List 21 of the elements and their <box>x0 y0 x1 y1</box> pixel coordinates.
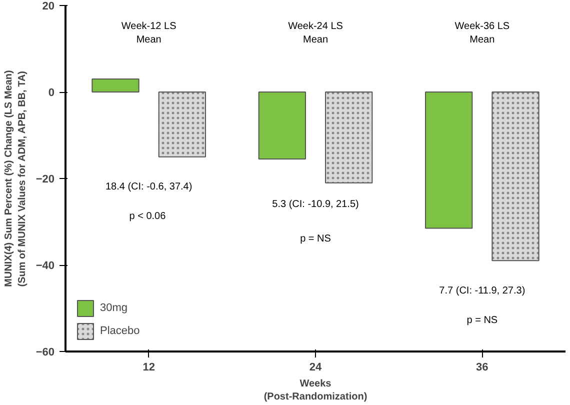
x-axis-title: Weeks (Post-Randomization) <box>264 378 368 403</box>
legend-label: 30mg <box>100 302 128 314</box>
y-tick-label: −40 <box>36 260 55 272</box>
annotation: p = NS <box>466 314 498 326</box>
annotation: 5.3 (CI: -10.9, 21.5) <box>272 198 359 210</box>
y-axis-title: MUNIX(4) Sum Percent (%) Change (LS Mean) (Sum of MUNIX Values for ADM, APB, BB, TA) <box>4 70 28 287</box>
annotation: 7.7 (CI: -11.9, 27.3) <box>439 285 526 296</box>
annotation: Week-36 LS Mean <box>454 21 510 46</box>
legend-label: Placebo <box>100 325 140 337</box>
annotation: Week-24 LS Mean <box>288 21 344 46</box>
y-tick-label: −60 <box>36 346 55 358</box>
annotation: p < 0.06 <box>129 211 166 222</box>
y-tick-label: 0 <box>48 87 55 99</box>
x-tick-label: 12 <box>142 362 155 374</box>
y-tick-label: −20 <box>36 174 55 186</box>
x-tick-label: 24 <box>309 362 322 374</box>
y-tick-label: 20 <box>42 0 55 12</box>
x-tick-label: 36 <box>476 362 488 374</box>
annotation: p = NS <box>300 234 332 245</box>
annotation: 18.4 (CI: -0.6, 37.4) <box>105 182 192 193</box>
annotation: Week-12 LS Mean <box>121 21 177 46</box>
